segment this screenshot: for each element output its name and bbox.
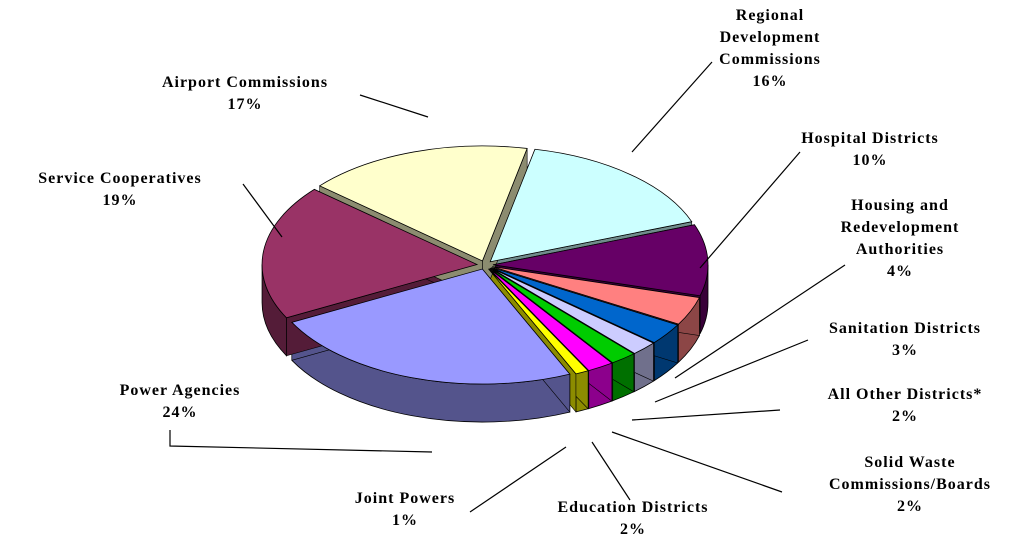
category-name: Airport Commissions [161,74,329,91]
category-name: Education Districts [557,499,709,516]
slice-label: Solid Waste Commissions/Boards 2% [815,452,1005,518]
leader-line [242,183,283,238]
slice-label: Regional Development Commissions 16% [695,5,845,93]
value-label: 1% [392,512,418,529]
pie-tops [261,145,709,385]
slice [291,268,571,385]
value-label: 2% [620,521,646,538]
leader-line [359,94,429,118]
category-name: Solid Waste Commissions/Boards [828,454,992,493]
leader-line [611,431,783,493]
slice-label: Education Districts 2% [518,497,748,541]
slice [318,145,528,262]
leader-line [654,339,809,403]
category-name: Power Agencies [119,382,241,399]
value-label: 2% [897,498,923,515]
leader-line [674,264,846,379]
category-name: Joint Powers [354,490,456,507]
slice-label: Service Cooperatives 19% [5,168,235,212]
slice [492,266,701,325]
value-label: 3% [892,342,918,359]
slice [491,267,679,344]
slice [488,268,613,372]
value-label: 19% [102,192,138,209]
value-label: 24% [162,404,198,421]
slice-label: Joint Powers 1% [290,488,520,532]
slice [488,268,589,375]
slice-label: Hospital Districts 10% [755,128,985,172]
leader-line [469,446,567,513]
slice [489,148,693,263]
leader-line [169,430,433,453]
slice [490,267,655,354]
category-name: Regional Development Commissions [719,7,821,68]
slice-label: Housing and Redevelopment Authorities 4% [815,195,985,283]
category-name: Hospital Districts [801,130,939,147]
slice-label: Power Agencies 24% [65,380,295,424]
leader-line [591,441,631,501]
slice [261,188,479,319]
value-label: 17% [227,96,263,113]
leader-line [631,409,781,421]
leader-line [631,61,713,153]
slice-label: Sanitation Districts 3% [790,318,1018,362]
category-name: Housing and Redevelopment Authorities [840,197,960,258]
category-name: Sanitation Districts [829,320,981,337]
category-name: Service Cooperatives [38,170,202,187]
category-name: All Other Districts* [827,386,983,403]
value-label: 4% [887,263,913,280]
slice [489,268,635,364]
value-label: 2% [892,408,918,425]
leader-line [699,151,801,269]
slice-label: All Other Districts* 2% [790,384,1018,428]
value-label: 16% [752,73,788,90]
slice [492,224,709,297]
slice-label: Airport Commissions 17% [130,72,360,116]
value-label: 10% [852,152,888,169]
